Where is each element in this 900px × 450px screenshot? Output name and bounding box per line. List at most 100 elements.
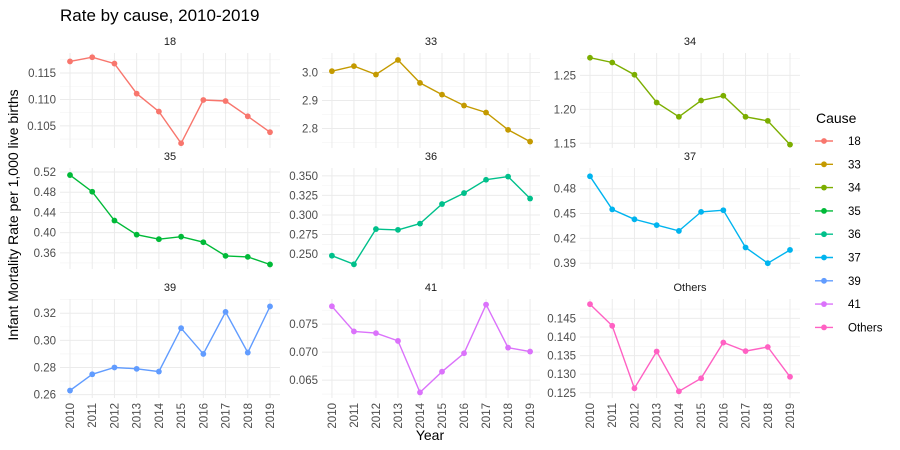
data-point [505, 344, 511, 351]
data-point [395, 57, 401, 63]
data-point [133, 365, 140, 372]
facet-panel-37: 0.39 0.42 0.45 0.48 37 [554, 151, 800, 270]
data-point [351, 261, 357, 268]
legend-key-point [821, 138, 827, 144]
legend-item-others: Others [815, 322, 883, 334]
data-point [787, 247, 793, 253]
x-tick-label: 2014 [674, 402, 686, 428]
data-point [675, 228, 682, 234]
data-point [89, 54, 96, 61]
data-point [89, 188, 96, 195]
facet-strip-label: 37 [684, 151, 696, 163]
data-point [609, 206, 616, 213]
data-point [609, 322, 616, 329]
facet-strip-label: 36 [425, 151, 437, 163]
y-tick-label: 0.065 [289, 375, 318, 387]
legend-item-18: 18 [815, 136, 861, 148]
facet-panel-others: 0.125 0.130 0.135 0.140 0.145 Others 2010 2011 2… [547, 282, 800, 429]
y-tick-label: 0.250 [289, 249, 318, 261]
legend-item-37: 37 [815, 253, 861, 265]
series-line-35 [69, 174, 271, 266]
x-tick-label: 2010 [65, 403, 77, 429]
data-point [461, 102, 467, 109]
x-tick-label: 2014 [154, 402, 166, 428]
data-point [178, 233, 185, 240]
data-point [155, 108, 162, 115]
data-point [527, 138, 533, 145]
data-point [742, 113, 749, 120]
data-point [417, 220, 423, 227]
y-tick-label: 0.39 [554, 258, 576, 270]
data-point [111, 60, 118, 67]
data-point [653, 222, 660, 229]
data-point [527, 195, 533, 202]
y-tick-label: 0.42 [554, 233, 576, 245]
x-tick-label: 2013 [652, 403, 664, 429]
data-point [329, 303, 335, 310]
data-point [505, 173, 511, 180]
data-point [587, 54, 593, 61]
y-tick-label: 0.145 [547, 313, 576, 325]
legend-key-point [821, 254, 827, 261]
data-point [631, 385, 638, 392]
data-point [764, 260, 771, 267]
y-tick-label: 0.36 [34, 248, 56, 260]
data-point [267, 261, 273, 268]
facet-panels: 0.105 0.110 0.115 18 2.8 2.9 3.0 33 1.15 1.20 1.25… [27, 36, 800, 429]
x-tick-label: 2017 [741, 403, 753, 429]
data-point [483, 301, 489, 308]
data-point [587, 173, 593, 180]
legend-label: 33 [848, 159, 861, 171]
y-tick-label: 0.135 [547, 351, 576, 363]
legend-label: 34 [848, 183, 861, 195]
data-point [395, 226, 401, 233]
data-point [200, 97, 207, 103]
data-point [351, 63, 357, 70]
y-tick-label: 0.105 [27, 121, 56, 133]
legend-item-39: 39 [815, 276, 861, 288]
y-tick-label: 0.48 [34, 187, 56, 199]
data-point [720, 339, 727, 346]
series-line-33 [331, 59, 531, 143]
data-point [698, 97, 705, 104]
y-tick-label: 0.44 [34, 207, 57, 219]
x-tick-label: 2011 [349, 403, 361, 428]
data-point [631, 71, 638, 78]
data-point [133, 90, 140, 97]
facet-panel-34: 1.15 1.20 1.25 34 [554, 36, 800, 150]
data-point [417, 389, 423, 396]
y-tick-label: 0.52 [34, 167, 56, 179]
legend-title: Cause [816, 110, 857, 126]
legend-item-36: 36 [815, 229, 861, 241]
x-tick-label: 2013 [393, 403, 405, 429]
facet-panel-33: 2.8 2.9 3.0 33 [302, 36, 540, 148]
x-tick-label: 2010 [327, 403, 339, 429]
data-point [329, 68, 335, 75]
x-tick-label: 2016 [718, 403, 730, 429]
data-point [653, 99, 660, 106]
y-tick-label: 0.110 [28, 94, 56, 106]
data-point [89, 371, 96, 378]
legend-label: 39 [848, 276, 861, 288]
y-tick-label: 0.26 [34, 390, 56, 402]
x-tick-label: 2018 [503, 403, 515, 429]
x-tick-label: 2012 [109, 403, 121, 429]
y-tick-label: 0.130 [547, 369, 576, 381]
y-tick-label: 0.275 [289, 230, 318, 242]
data-point [505, 126, 511, 133]
facet-panel-41: 0.065 0.070 0.075 41 2010 2011 2012 2013 2014 201… [289, 282, 540, 429]
data-point [267, 129, 273, 136]
x-tick-label: 2011 [87, 403, 99, 428]
data-point [244, 349, 251, 356]
legend-item-41: 41 [815, 299, 861, 311]
series-line-others [589, 303, 791, 393]
data-point [483, 176, 489, 183]
series-line-34 [589, 57, 791, 146]
data-point [631, 216, 638, 223]
x-axis-title: Year [416, 427, 445, 443]
data-point [587, 301, 593, 308]
series-line-39 [69, 306, 271, 392]
x-tick-label: 2015 [176, 403, 188, 429]
data-point [329, 252, 335, 259]
